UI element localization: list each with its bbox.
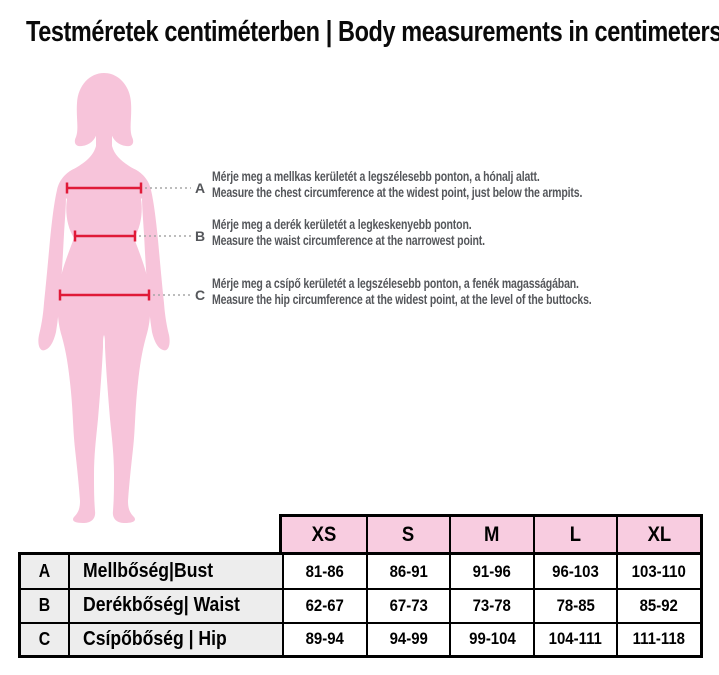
waist-xl: 85-92: [616, 588, 700, 622]
chest-instruction-hu: Mérje meg a mellkas kerületét a legszéle…: [212, 169, 540, 184]
marker-letter-c: C: [195, 287, 206, 303]
row-label-bust: Mellbőség|Bust: [68, 555, 282, 589]
waist-instruction-hu: Mérje meg a derék kerületét a legkeskeny…: [212, 217, 472, 232]
size-col-s: S: [365, 517, 450, 552]
waist-s: 67-73: [365, 588, 450, 622]
row-label-hip: Csípőbőség | Hip: [68, 621, 282, 655]
hip-xs: 89-94: [282, 621, 366, 655]
hip-xl: 111-118: [616, 621, 700, 655]
waist-measure-line: [73, 230, 137, 242]
waist-instruction-en: Measure the waist circumference at the n…: [212, 233, 485, 248]
bust-xs: 81-86: [282, 555, 366, 589]
hip-s: 94-99: [365, 621, 450, 655]
page-title: Testméretek centiméterben | Body measure…: [26, 16, 719, 48]
hip-instruction-hu: Mérje meg a csípő kerületét a legszélese…: [212, 276, 579, 291]
waist-m: 73-78: [449, 588, 533, 622]
chest-measure-line: [65, 182, 143, 194]
hip-l: 104-111: [532, 621, 617, 655]
size-table-body: A Mellbőség|Bust 81-86 86-91 91-96 96-10…: [18, 552, 703, 658]
silhouette-left-arm: [38, 168, 76, 351]
row-letter: C: [21, 621, 68, 655]
row-label-waist: Derékbőség| Waist: [68, 588, 282, 622]
bust-m: 91-96: [449, 555, 533, 589]
bust-xl: 103-110: [616, 555, 700, 589]
silhouette-torso-legs: [57, 126, 151, 523]
silhouette-right-arm: [132, 168, 170, 351]
waist-l: 78-85: [532, 588, 617, 622]
hip-instruction: Mérje meg a csípő kerületét a legszélese…: [212, 276, 592, 308]
waist-instruction: Mérje meg a derék kerületét a legkeskeny…: [212, 217, 485, 249]
size-col-l: L: [532, 517, 617, 552]
leader-dotted-lines: [139, 187, 191, 296]
chest-instruction: Mérje meg a mellkas kerületét a legszéle…: [212, 169, 582, 201]
hip-m: 99-104: [449, 621, 533, 655]
waist-xs: 62-67: [282, 588, 366, 622]
size-col-xl: XL: [616, 517, 700, 552]
hip-measure-line: [58, 289, 151, 301]
silhouette-head: [74, 73, 134, 147]
row-letter: A: [21, 555, 68, 589]
hip-instruction-en: Measure the hip circumference at the wid…: [212, 292, 592, 307]
size-col-m: M: [449, 517, 533, 552]
bust-l: 96-103: [532, 555, 617, 589]
size-table-header: XS S M L XL: [279, 514, 703, 555]
size-col-xs: XS: [311, 522, 337, 546]
chest-instruction-en: Measure the chest circumference at the w…: [212, 185, 583, 200]
row-letter: B: [21, 588, 68, 622]
marker-letter-a: A: [195, 180, 206, 196]
marker-letter-b: B: [195, 228, 206, 244]
bust-s: 86-91: [365, 555, 450, 589]
